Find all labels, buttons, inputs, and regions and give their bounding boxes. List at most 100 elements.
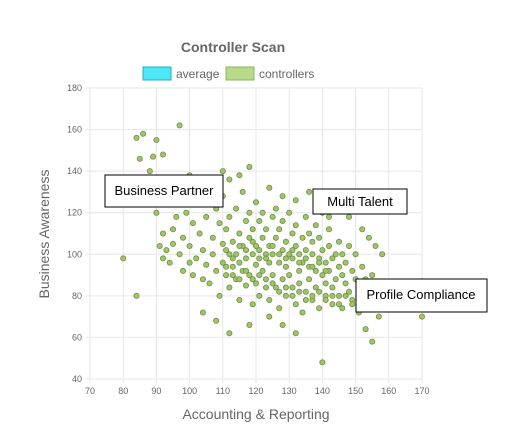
scatter-point[interactable] bbox=[156, 242, 163, 249]
scatter-point[interactable] bbox=[276, 226, 283, 233]
scatter-point[interactable] bbox=[369, 338, 376, 345]
scatter-point[interactable] bbox=[219, 259, 226, 266]
scatter-point[interactable] bbox=[206, 280, 213, 287]
scatter-point[interactable] bbox=[176, 251, 183, 258]
scatter-point[interactable] bbox=[252, 242, 259, 249]
scatter-point[interactable] bbox=[335, 292, 342, 299]
scatter-point[interactable] bbox=[375, 313, 382, 320]
scatter-point[interactable] bbox=[249, 301, 256, 308]
scatter-point[interactable] bbox=[223, 272, 230, 279]
scatter-point[interactable] bbox=[349, 301, 356, 308]
scatter-point[interactable] bbox=[252, 199, 259, 206]
scatter-point[interactable] bbox=[259, 234, 266, 241]
scatter-point[interactable] bbox=[282, 263, 289, 270]
scatter-point[interactable] bbox=[329, 301, 336, 308]
scatter-point[interactable] bbox=[296, 259, 303, 266]
scatter-point[interactable] bbox=[159, 151, 166, 158]
scatter-point[interactable] bbox=[418, 313, 425, 320]
scatter-point[interactable] bbox=[246, 163, 253, 170]
scatter-point[interactable] bbox=[322, 280, 329, 287]
scatter-point[interactable] bbox=[256, 247, 263, 254]
scatter-point[interactable] bbox=[289, 292, 296, 299]
scatter-point[interactable] bbox=[339, 272, 346, 279]
scatter-point[interactable] bbox=[133, 134, 140, 141]
scatter-point[interactable] bbox=[292, 242, 299, 249]
scatter-point[interactable] bbox=[133, 292, 140, 299]
scatter-point[interactable] bbox=[335, 301, 342, 308]
scatter-point[interactable] bbox=[302, 255, 309, 262]
scatter-point[interactable] bbox=[319, 247, 326, 254]
scatter-point[interactable] bbox=[335, 238, 342, 245]
scatter-point[interactable] bbox=[256, 255, 263, 262]
scatter-point[interactable] bbox=[233, 205, 240, 212]
scatter-point[interactable] bbox=[269, 213, 276, 220]
scatter-point[interactable] bbox=[306, 230, 313, 237]
scatter-point[interactable] bbox=[272, 205, 279, 212]
scatter-point[interactable] bbox=[223, 247, 230, 254]
scatter-point[interactable] bbox=[262, 226, 269, 233]
scatter-point[interactable] bbox=[289, 230, 296, 237]
scatter-point[interactable] bbox=[282, 292, 289, 299]
scatter-point[interactable] bbox=[186, 242, 193, 249]
scatter-point[interactable] bbox=[226, 176, 233, 183]
scatter-point[interactable] bbox=[302, 213, 309, 220]
scatter-point[interactable] bbox=[362, 326, 369, 333]
scatter-point[interactable] bbox=[199, 247, 206, 254]
scatter-point[interactable] bbox=[246, 272, 253, 279]
scatter-point[interactable] bbox=[296, 251, 303, 258]
scatter-point[interactable] bbox=[289, 247, 296, 254]
scatter-point[interactable] bbox=[272, 284, 279, 291]
scatter-point[interactable] bbox=[186, 259, 193, 266]
scatter-point[interactable] bbox=[179, 234, 186, 241]
scatter-point[interactable] bbox=[242, 267, 249, 274]
scatter-point[interactable] bbox=[199, 309, 206, 316]
scatter-point[interactable] bbox=[289, 255, 296, 262]
scatter-point[interactable] bbox=[233, 251, 240, 258]
scatter-point[interactable] bbox=[256, 292, 263, 299]
scatter-point[interactable] bbox=[345, 242, 352, 249]
scatter-point[interactable] bbox=[372, 242, 379, 249]
scatter-point[interactable] bbox=[189, 220, 196, 227]
scatter-point[interactable] bbox=[309, 292, 316, 299]
scatter-point[interactable] bbox=[359, 226, 366, 233]
scatter-point[interactable] bbox=[279, 217, 286, 224]
scatter-point[interactable] bbox=[140, 130, 147, 137]
scatter-point[interactable] bbox=[276, 251, 283, 258]
scatter-point[interactable] bbox=[252, 280, 259, 287]
scatter-point[interactable] bbox=[379, 251, 386, 258]
scatter-point[interactable] bbox=[226, 330, 233, 337]
scatter-point[interactable] bbox=[325, 213, 332, 220]
scatter-point[interactable] bbox=[209, 251, 216, 258]
scatter-point[interactable] bbox=[146, 168, 153, 175]
scatter-point[interactable] bbox=[339, 305, 346, 312]
scatter-point[interactable] bbox=[329, 255, 336, 262]
scatter-point[interactable] bbox=[309, 263, 316, 270]
scatter-point[interactable] bbox=[169, 240, 176, 247]
scatter-point[interactable] bbox=[203, 261, 210, 268]
scatter-point[interactable] bbox=[199, 276, 206, 283]
scatter-point[interactable] bbox=[276, 259, 283, 266]
scatter-point[interactable] bbox=[292, 330, 299, 337]
scatter-point[interactable] bbox=[189, 272, 196, 279]
scatter-point[interactable] bbox=[219, 168, 226, 175]
scatter-point[interactable] bbox=[269, 251, 276, 258]
scatter-point[interactable] bbox=[296, 288, 303, 295]
scatter-point[interactable] bbox=[153, 209, 160, 216]
scatter-point[interactable] bbox=[266, 313, 273, 320]
scatter-point[interactable] bbox=[322, 267, 329, 274]
scatter-point[interactable] bbox=[196, 230, 203, 237]
scatter-point[interactable] bbox=[282, 238, 289, 245]
scatter-point[interactable] bbox=[213, 317, 220, 324]
scatter-point[interactable] bbox=[163, 247, 170, 254]
scatter-point[interactable] bbox=[365, 234, 372, 241]
scatter-point[interactable] bbox=[242, 282, 249, 289]
scatter-point[interactable] bbox=[345, 213, 352, 220]
scatter-point[interactable] bbox=[262, 284, 269, 291]
scatter-point[interactable] bbox=[173, 213, 180, 220]
scatter-point[interactable] bbox=[120, 255, 127, 262]
scatter-point[interactable] bbox=[292, 197, 299, 204]
scatter-point[interactable] bbox=[166, 259, 173, 266]
scatter-point[interactable] bbox=[312, 284, 319, 291]
scatter-point[interactable] bbox=[249, 226, 256, 233]
scatter-point[interactable] bbox=[236, 296, 243, 303]
